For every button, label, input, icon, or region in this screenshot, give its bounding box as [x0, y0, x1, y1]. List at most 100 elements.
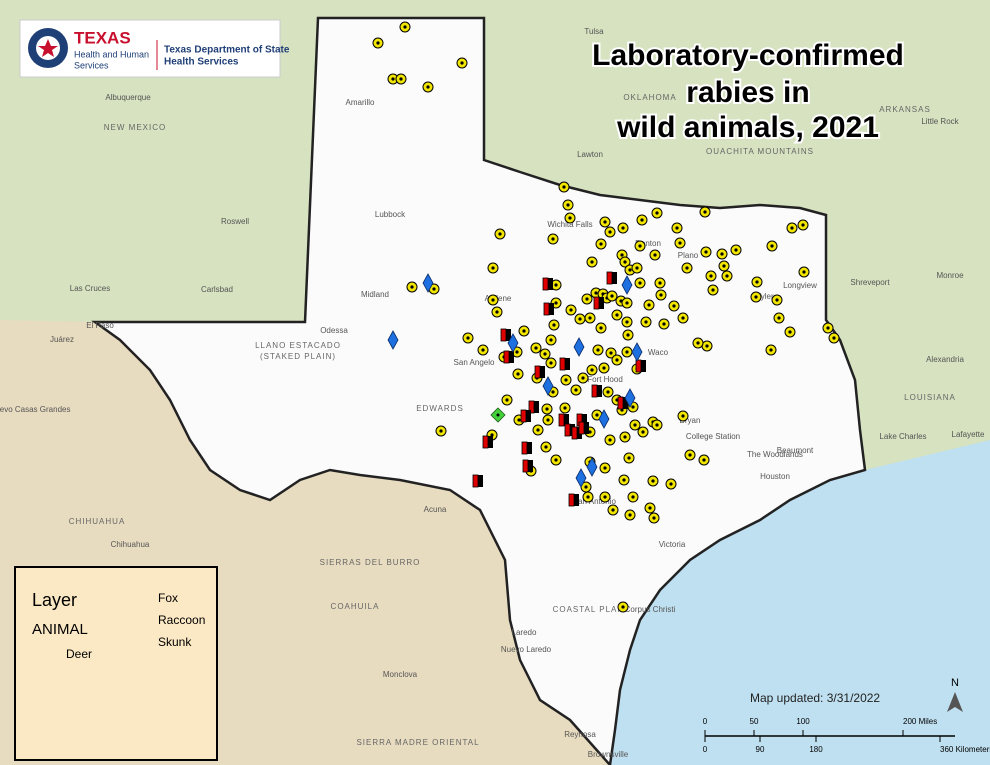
- skunk-dot: [595, 413, 599, 417]
- skunk-dot: [832, 336, 836, 340]
- region-label: CHIHUAHUA: [69, 517, 126, 526]
- skunk-dot: [709, 274, 713, 278]
- raccoon-point: [500, 328, 507, 342]
- skunk-dot: [606, 390, 610, 394]
- skunk-dot: [704, 250, 708, 254]
- fox-point: [586, 457, 598, 477]
- place-label: San Angelo: [454, 358, 495, 367]
- region-label: LLANO ESTACADO: [255, 341, 341, 350]
- skunk-dot: [568, 216, 572, 220]
- raccoon-point-half: [597, 385, 602, 397]
- raccoon-point: [472, 474, 479, 488]
- place-label: Victoria: [659, 540, 686, 549]
- skunk-dot: [638, 244, 642, 248]
- skunk-dot: [628, 513, 632, 517]
- raccoon-point-half: [623, 397, 628, 409]
- skunk-dot: [703, 210, 707, 214]
- gulf: [610, 440, 990, 765]
- place-label: Juárez: [50, 335, 74, 344]
- skunk-dot: [631, 495, 635, 499]
- scale-label: 200 Miles: [903, 717, 937, 726]
- skunk-dot: [505, 398, 509, 402]
- skunk-dot: [647, 303, 651, 307]
- logo-agency: TEXAS: [74, 28, 131, 47]
- place-label: an Antonio: [578, 497, 616, 506]
- skunk-dot: [564, 378, 568, 382]
- place-label: Waco: [648, 348, 669, 357]
- north-arrow: [947, 692, 963, 712]
- raccoon-point: [571, 426, 578, 440]
- skunk-dot: [495, 310, 499, 314]
- skunk-dot: [658, 281, 662, 285]
- skunk-dot: [669, 482, 673, 486]
- region-label: (STAKED PLAIN): [260, 352, 336, 361]
- skunk-dot: [403, 25, 407, 29]
- fox-point: [598, 409, 610, 429]
- skunk-dot: [615, 358, 619, 362]
- skunk-dot: [801, 223, 805, 227]
- skunk-dot: [755, 280, 759, 284]
- skunk-dot: [536, 428, 540, 432]
- skunk-dot: [620, 253, 624, 257]
- logo-star: [38, 39, 58, 57]
- skunk-dot: [426, 85, 430, 89]
- place-label: Midland: [361, 290, 389, 299]
- raccoon-point: [559, 357, 566, 371]
- raccoon-point-half: [506, 329, 511, 341]
- skunk-dot: [627, 456, 631, 460]
- skunk-dot: [585, 297, 589, 301]
- raccoon-point-half: [612, 272, 617, 284]
- fox-point: [387, 330, 399, 350]
- skunk-dot: [594, 291, 598, 295]
- skunk-dot: [391, 77, 395, 81]
- raccoon-point: [568, 493, 575, 507]
- raccoon-point-half: [584, 422, 589, 434]
- skunk-dot: [603, 466, 607, 470]
- place-label: Albuquerque: [105, 93, 151, 102]
- place-label: Denton: [635, 239, 661, 248]
- fox-point: [621, 275, 633, 295]
- place-label: Amarillo: [346, 98, 375, 107]
- skunk-dot: [659, 293, 663, 297]
- skunk-dot: [788, 330, 792, 334]
- raccoon-point: [591, 384, 598, 398]
- skunk-dot: [688, 453, 692, 457]
- skunk-dot: [754, 295, 758, 299]
- skunk-dot: [603, 495, 607, 499]
- skunk-dot: [625, 350, 629, 354]
- skunk-dot: [590, 368, 594, 372]
- skunk-dot: [549, 361, 553, 365]
- raccoon-point: [564, 423, 571, 437]
- skunk-dot: [439, 429, 443, 433]
- raccoon-point-half: [582, 414, 587, 426]
- place-label: Plano: [678, 251, 699, 260]
- skunk-dot: [563, 406, 567, 410]
- skunk-dot: [516, 372, 520, 376]
- raccoon-point: [542, 277, 549, 291]
- skunk-dot: [578, 317, 582, 321]
- deer-dot: [496, 413, 500, 417]
- skunk-dot: [725, 274, 729, 278]
- place-label: Monroe: [936, 271, 964, 280]
- skunk-dot: [554, 301, 558, 305]
- skunk-dot: [625, 320, 629, 324]
- scale-label: 50: [750, 717, 759, 726]
- fox-point: [542, 376, 554, 396]
- skunk-dot: [631, 405, 635, 409]
- place-label: Houston: [760, 472, 790, 481]
- skunk-dot: [490, 433, 494, 437]
- logo-sub: Health and Human: [74, 49, 149, 59]
- raccoon-point-half: [527, 442, 532, 454]
- skunk-dot: [621, 605, 625, 609]
- skunk-dot: [554, 458, 558, 462]
- place-label: The Woodlands: [747, 450, 803, 459]
- place-label: El Paso: [86, 321, 114, 330]
- skunk-dot: [770, 244, 774, 248]
- place-label: Longview: [783, 281, 817, 290]
- raccoon-point-half: [574, 494, 579, 506]
- legend: [14, 566, 218, 761]
- region-label: NEW MEXICO: [104, 123, 166, 132]
- legend-label: Fox: [158, 591, 178, 605]
- region-label: LOUISIANA: [904, 393, 956, 402]
